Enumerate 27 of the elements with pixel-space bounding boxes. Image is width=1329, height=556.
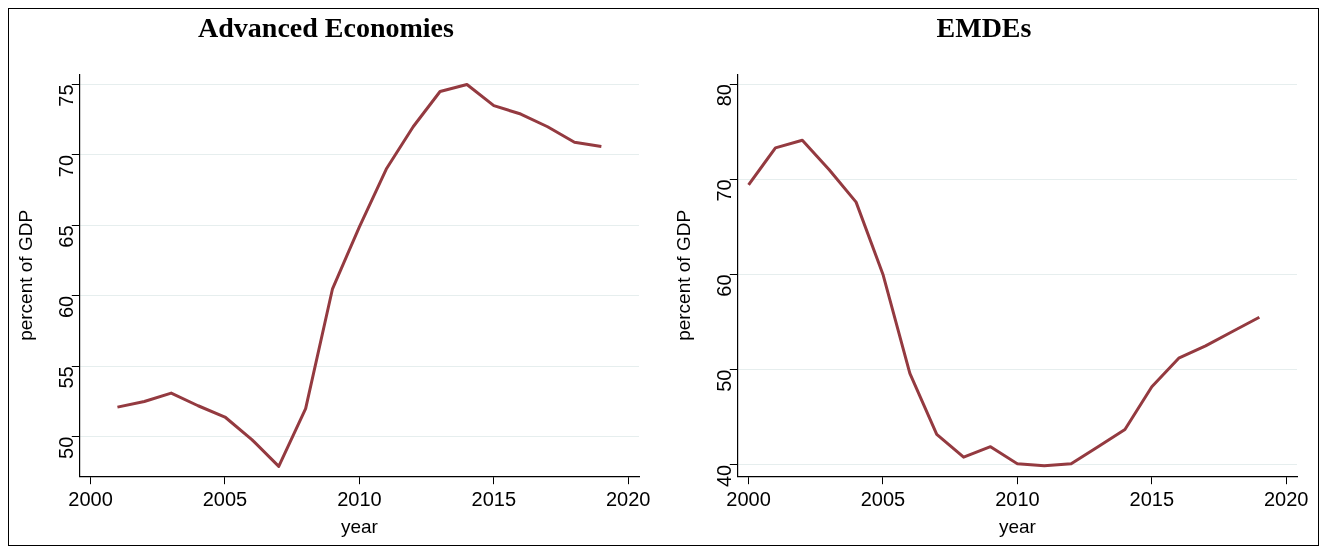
- x-tick-label: 2000: [68, 487, 113, 510]
- x-tick-label: 2005: [202, 487, 248, 510]
- y-tick-label: 80: [713, 84, 736, 107]
- x-tick-label: 2000: [726, 487, 771, 510]
- y-tick-label: 40: [713, 464, 736, 488]
- y-tick-label: 50: [713, 369, 736, 392]
- x-tick-label: 2015: [471, 487, 517, 510]
- x-axis-title: year: [340, 515, 379, 537]
- y-tick-label: 50: [55, 436, 78, 459]
- x-tick-label: 2015: [1129, 487, 1175, 510]
- y-tick-label: 70: [55, 154, 78, 178]
- x-tick-label: 2005: [860, 487, 906, 510]
- x-tick-label: 2010: [337, 487, 382, 510]
- y-tick-label: 60: [55, 295, 78, 319]
- y-axis-title: percent of GDP: [14, 209, 36, 341]
- x-tick-label: 2010: [995, 487, 1040, 510]
- x-tick-label: 2020: [606, 487, 651, 510]
- chart-title: Advanced Economies: [198, 12, 455, 44]
- y-tick-label: 55: [55, 366, 78, 389]
- y-tick-label: 70: [713, 179, 736, 202]
- y-axis-title: percent of GDP: [672, 209, 694, 341]
- y-tick-label: 65: [55, 225, 78, 248]
- x-tick-label: 2020: [1264, 487, 1309, 510]
- y-tick-label: 75: [55, 84, 78, 107]
- chart-title: EMDEs: [936, 12, 1032, 44]
- y-tick-label: 60: [713, 274, 736, 297]
- x-axis-title: year: [998, 515, 1037, 537]
